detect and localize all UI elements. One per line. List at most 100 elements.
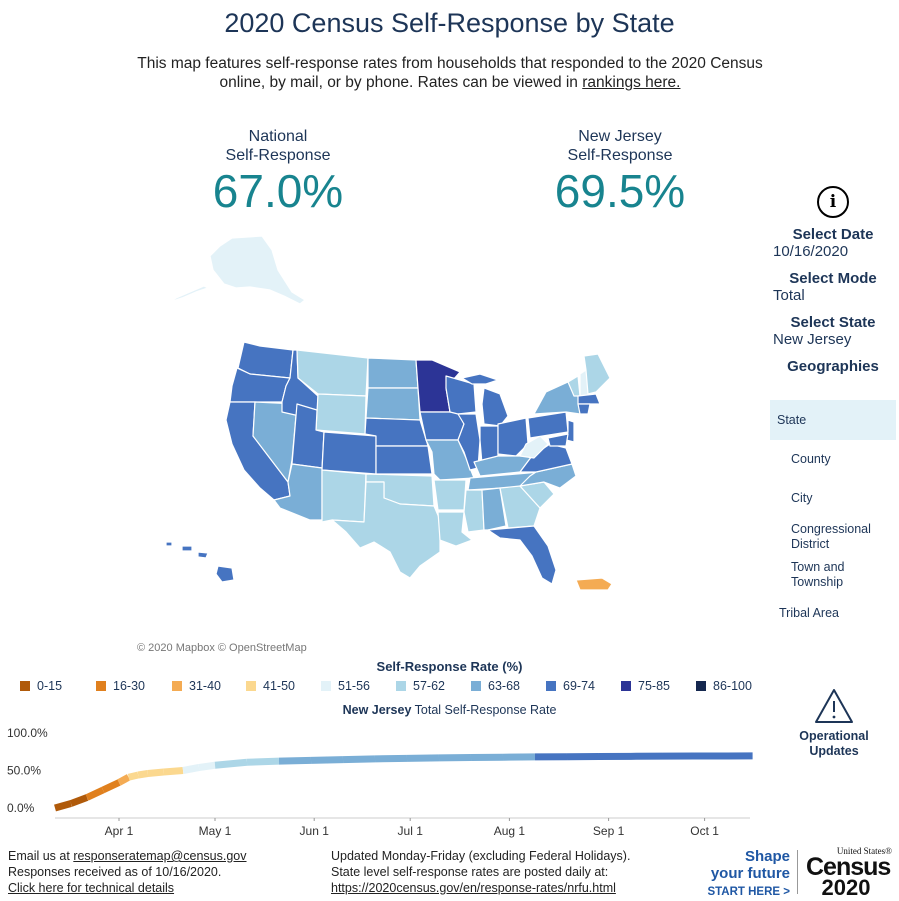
state-michigan[interactable] [482,388,508,426]
state-colorado[interactable] [322,432,376,474]
legend-label: 16-30 [113,679,145,693]
x-tick-label: Oct 1 [690,824,719,838]
responses-received: Responses received as of 10/16/2020. [8,865,221,879]
trend-title: New Jersey Total Self-Response Rate [0,703,899,717]
state-kansas[interactable] [376,446,432,474]
national-value: 67.0% [168,167,388,215]
side-panel: i Select Date 10/16/2020 Select Mode Tot… [770,180,896,375]
national-label-2: Self-Response [226,147,331,164]
us-state-map[interactable] [130,228,770,648]
national-stat: National Self-Response 67.0% [168,127,388,215]
series-segment [199,765,215,767]
state-hawaii[interactable] [216,566,234,582]
series-segment [138,774,148,776]
select-date-dropdown[interactable]: 10/16/2020 [770,243,896,260]
y-tick-label: 100.0% [7,726,48,740]
response-rates-link[interactable]: https://2020census.gov/en/response-rates… [331,881,616,895]
legend-label: 86-100 [713,679,752,693]
technical-details-link[interactable]: Click here for technical details [8,881,174,895]
legend-swatch [696,681,706,691]
legend-swatch [471,681,481,691]
x-tick-label: Jul 1 [398,824,424,838]
series-segment [215,762,247,765]
shape-your-future-link[interactable]: Shape your future START HERE > [706,848,790,901]
legend-item: 57-62 [396,679,445,693]
update-schedule: Updated Monday-Friday (excluding Federal… [331,849,630,863]
operational-updates[interactable]: Operational Updates [778,688,890,759]
geo-option-tribal-area[interactable]: Tribal Area [779,606,839,620]
shape-line1: Shape [745,848,790,865]
state-new-mexico[interactable] [322,470,366,522]
state-iowa[interactable] [420,412,464,440]
info-circle-icon[interactable]: i [817,186,849,218]
x-tick-label: Apr 1 [105,824,134,838]
trend-title-state: New Jersey [343,703,412,717]
series-segment [247,761,279,762]
state-connecticut[interactable] [578,404,590,414]
state-arkansas[interactable] [434,480,466,510]
legend-swatch [246,681,256,691]
territory-puerto-rico[interactable] [576,578,612,590]
state-florida[interactable] [488,526,556,584]
start-here-label: START HERE > [707,886,790,898]
census-2020-logo: United States® Census 2020 [800,846,892,898]
state-south-dakota[interactable] [366,388,420,420]
series-segment [119,777,129,782]
legend-label: 57-62 [413,679,445,693]
legend-item: 69-74 [546,679,595,693]
state-stat: New Jersey Self-Response 69.5% [510,127,730,215]
legend-label: 41-50 [263,679,295,693]
email-link[interactable]: responseratemap@census.gov [73,849,246,863]
geo-option-congressional-district[interactable]: Congressional District [791,522,891,552]
operational-updates-line2: Updates [809,744,858,758]
legend-swatch [321,681,331,691]
y-tick-label: 0.0% [7,801,35,815]
email-prefix: Email us at [8,849,73,863]
state-label-1: New Jersey [578,128,662,145]
geo-option-city[interactable]: City [791,491,813,505]
series-segment [87,790,103,798]
geo-option-county[interactable]: County [791,452,831,466]
legend-item: 86-100 [696,679,752,693]
state-massachusetts[interactable] [578,394,600,404]
legend-item: 41-50 [246,679,295,693]
footer-contact: Email us at responseratemap@census.gov R… [8,848,247,896]
legend-swatch [621,681,631,691]
legend-label: 75-85 [638,679,670,693]
x-tick-label: May 1 [199,824,232,838]
legend-swatch [20,681,30,691]
series-segment [343,759,375,760]
legend-swatch [172,681,182,691]
geographies-label: Geographies [770,358,896,375]
state-hawaii-islands[interactable] [166,542,208,558]
select-mode-dropdown[interactable]: Total [770,287,896,304]
legend-label: 69-74 [563,679,595,693]
state-north-dakota[interactable] [368,358,418,388]
state-mississippi[interactable] [464,490,484,532]
state-maryland[interactable] [548,434,568,446]
series-segment [148,772,164,774]
state-maine[interactable] [584,354,610,394]
state-alaska[interactable] [210,236,305,304]
legend-label: 63-68 [488,679,520,693]
legend-item: 75-85 [621,679,670,693]
select-mode-label: Select Mode [770,270,896,287]
rankings-link[interactable]: rankings here. [582,74,680,91]
state-wyoming[interactable] [316,394,366,434]
legend-swatch [396,681,406,691]
legend-item: 16-30 [96,679,145,693]
legend-item: 31-40 [172,679,221,693]
operational-updates-line1: Operational [799,729,868,743]
series-segment [279,760,311,761]
logo-year: 2020 [800,878,892,898]
legend-item: 0-15 [20,679,62,693]
shape-line2: your future [711,865,790,882]
select-state-dropdown[interactable]: New Jersey [770,331,896,348]
trend-title-rest: Total Self-Response Rate [415,703,557,717]
legend-swatch [96,681,106,691]
series-segment [311,760,343,761]
geo-option-town-township[interactable]: Town and Township [791,560,861,590]
geo-option-state[interactable]: State [770,400,896,440]
state-pennsylvania[interactable] [528,412,568,438]
